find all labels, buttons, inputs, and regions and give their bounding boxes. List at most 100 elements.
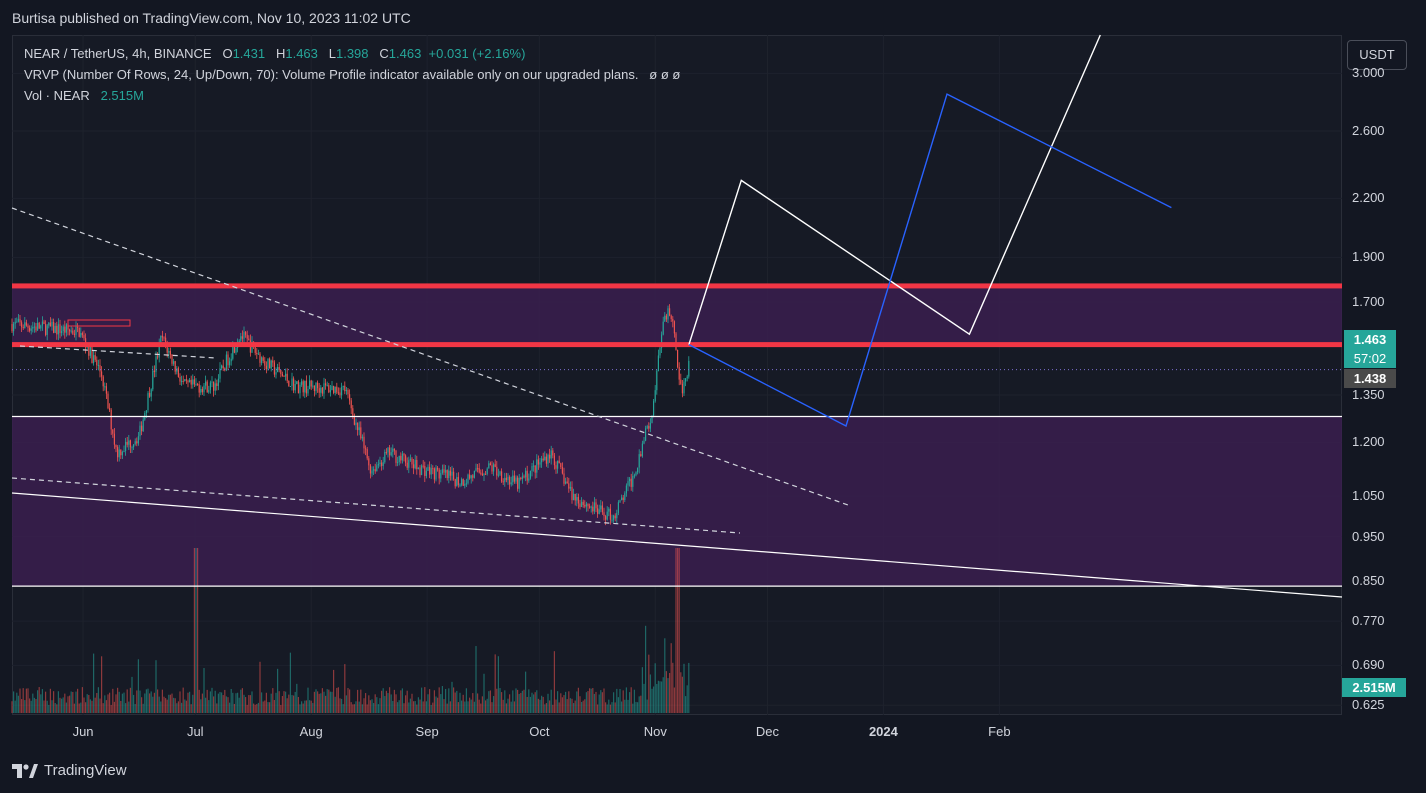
volume-bar	[369, 700, 371, 713]
candle-body	[520, 477, 522, 479]
candle-body	[38, 322, 40, 329]
candle-body	[397, 462, 399, 464]
candle-body	[617, 502, 619, 513]
volume-bar	[91, 700, 93, 713]
candle-body	[669, 308, 671, 316]
volume-bar	[233, 703, 235, 713]
time-tick-label: Sep	[415, 724, 439, 739]
volume-bar	[598, 694, 600, 713]
candle-body	[353, 416, 355, 425]
candle-body	[285, 373, 287, 377]
vol-label: Vol · NEAR	[24, 88, 90, 103]
candle-body	[347, 390, 349, 395]
volume-bar	[117, 687, 119, 713]
volume-bar	[590, 688, 592, 713]
candle-body	[518, 477, 520, 489]
volume-bar	[85, 702, 87, 713]
candle-body	[299, 384, 301, 394]
candle-body	[235, 347, 237, 353]
candle-body	[515, 477, 517, 482]
volume-bar	[605, 702, 607, 713]
candle-body	[371, 470, 373, 474]
marker-price-tag: 1.438	[1344, 369, 1396, 388]
volume-bar	[254, 704, 256, 713]
candle-body	[411, 458, 413, 465]
volume-bar	[581, 701, 583, 713]
footer-brand[interactable]: TradingView	[12, 762, 127, 779]
candle-body	[321, 387, 323, 394]
candle-body	[118, 449, 120, 458]
volume-bar	[45, 691, 47, 713]
resistance-line	[12, 342, 1342, 348]
legend-vrvp[interactable]: VRVP (Number Of Rows, 24, Up/Down, 70): …	[24, 67, 680, 82]
volume-bar	[478, 699, 480, 713]
price-tick-label: 1.900	[1352, 249, 1385, 265]
candle-body	[142, 419, 144, 432]
candle-body	[264, 360, 266, 366]
volume-bar	[27, 688, 29, 713]
tradingview-logo-icon	[12, 763, 38, 778]
volume-bar	[649, 674, 651, 713]
volume-bar	[403, 703, 405, 713]
candle-body	[659, 347, 661, 356]
candle-body	[78, 327, 80, 337]
volume-bar	[361, 704, 363, 713]
range-box	[67, 319, 131, 327]
candle-body	[539, 462, 541, 465]
candle-body	[507, 476, 509, 481]
candle-body	[11, 324, 13, 332]
candle-body	[651, 415, 653, 423]
volume-bar	[104, 695, 106, 713]
volume-bar	[224, 689, 226, 713]
candle-body	[133, 444, 135, 448]
volume-bar	[192, 694, 194, 713]
currency-button[interactable]: USDT	[1347, 40, 1407, 70]
volume-bar	[64, 693, 66, 713]
volume-bar	[494, 654, 496, 713]
volume-bar	[323, 691, 325, 713]
volume-bar	[451, 681, 453, 713]
volume-bar	[616, 688, 618, 713]
volume-bar	[248, 695, 250, 713]
price-tick-label: 1.350	[1352, 387, 1385, 403]
legend-volume[interactable]: Vol · NEAR 2.515M	[24, 88, 144, 103]
volume-bar	[545, 703, 547, 713]
vrvp-hidden-icons[interactable]: ø ø ø	[649, 67, 681, 82]
candle-body	[654, 390, 656, 402]
candle-body	[566, 481, 568, 484]
volume-bar	[360, 689, 362, 713]
volume-bar	[118, 691, 120, 713]
volume-bar	[269, 702, 271, 713]
candle-body	[313, 385, 315, 391]
volume-bar	[245, 697, 247, 713]
volume-bar	[217, 693, 219, 713]
candle-body	[603, 512, 605, 517]
volume-bar	[445, 688, 447, 713]
candle-body	[40, 325, 42, 329]
candle-body	[638, 454, 640, 468]
volume-bar	[678, 548, 680, 713]
volume-bar	[673, 687, 675, 713]
volume-bar	[681, 676, 683, 713]
volume-bar	[256, 704, 258, 713]
candle-body	[456, 477, 458, 487]
candle-body	[120, 449, 122, 456]
volume-bar	[24, 700, 26, 713]
volume-bar	[317, 691, 319, 713]
candle-body	[664, 315, 666, 322]
candle-body	[67, 324, 69, 330]
candle-body	[589, 506, 591, 508]
candle-body	[211, 381, 213, 383]
candle-body	[25, 322, 27, 326]
candle-body	[405, 455, 407, 463]
candle-body	[317, 382, 319, 389]
volume-bar	[523, 689, 525, 713]
volume-bar	[176, 703, 178, 713]
candle-body	[632, 476, 634, 487]
candle-body	[493, 464, 495, 472]
candle-body	[657, 355, 659, 371]
candle-body	[339, 392, 341, 396]
legend-symbol[interactable]: NEAR / TetherUS, 4h, BINANCE	[24, 46, 212, 61]
candle-body	[584, 504, 586, 507]
